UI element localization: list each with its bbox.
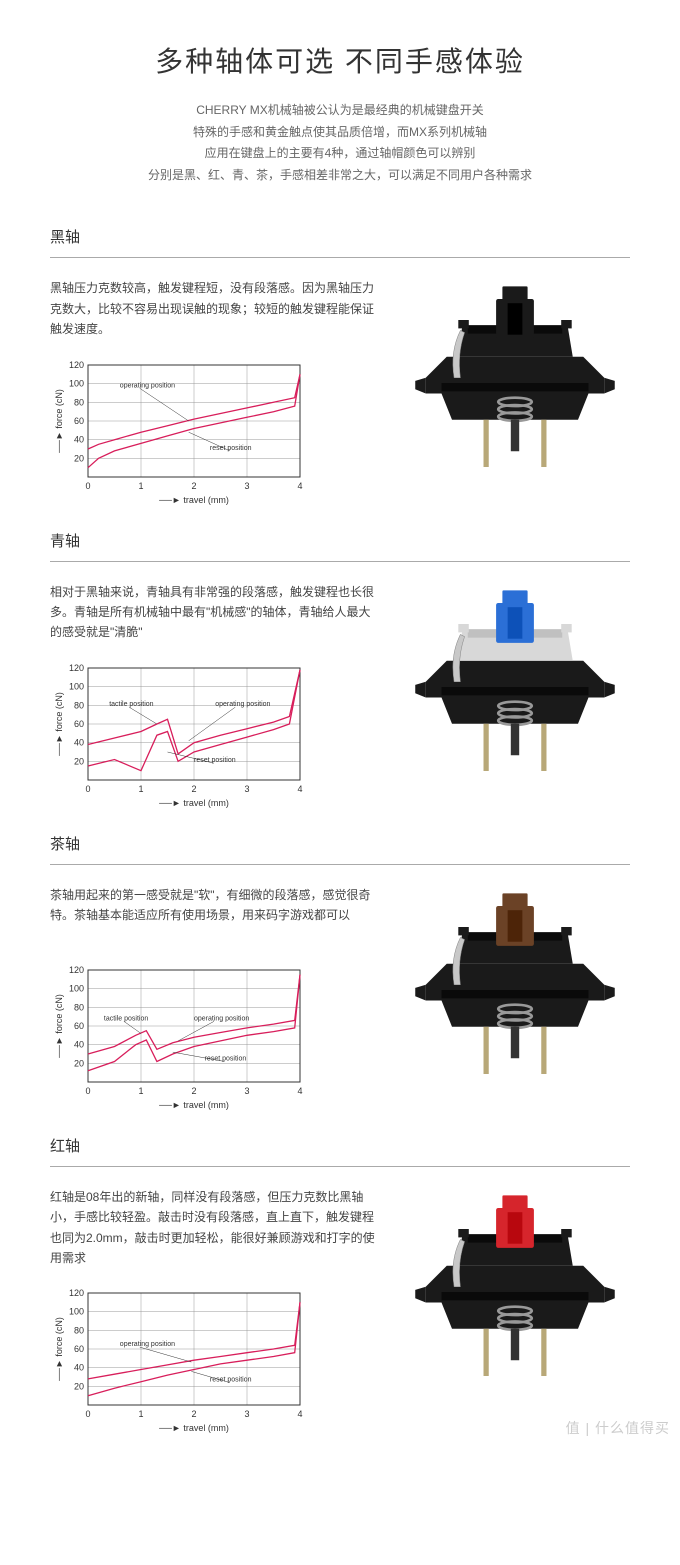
divider: [50, 864, 630, 865]
section-title: 茶轴: [50, 823, 630, 864]
svg-text:reset position: reset position: [210, 1377, 252, 1384]
svg-text:──► travel (mm): ──► travel (mm): [158, 495, 229, 505]
svg-text:──► force (cN): ──► force (cN): [54, 994, 64, 1059]
switch-section-blue: 青轴 相对于黑轴来说，青轴具有非常强的段落感，触发键程也长很多。青轴是所有机械轴…: [0, 520, 680, 823]
switch-description: 茶轴用起来的第一感受就是"软"，有细微的段落感，感觉很奇特。茶轴基本能适应所有使…: [50, 885, 380, 945]
svg-text:1: 1: [138, 784, 143, 794]
svg-text:60: 60: [74, 416, 84, 426]
svg-text:20: 20: [74, 453, 84, 463]
svg-text:4: 4: [297, 1409, 302, 1419]
svg-text:80: 80: [74, 1326, 84, 1336]
svg-text:2: 2: [191, 481, 196, 491]
svg-text:1: 1: [138, 481, 143, 491]
svg-text:100: 100: [69, 1307, 84, 1317]
svg-text:tactile position: tactile position: [104, 1015, 148, 1022]
svg-text:120: 120: [69, 663, 84, 673]
svg-text:2: 2: [191, 1086, 196, 1096]
intro-text: CHERRY MX机械轴被公认为是最经典的机械键盘开关特殊的手感和黄金触点使其品…: [0, 100, 680, 216]
svg-text:80: 80: [74, 397, 84, 407]
svg-text:20: 20: [74, 1382, 84, 1392]
switch-description: 黑轴压力克数较高，触发键程短，没有段落感。因为黑轴压力克数大，比较不容易出现误触…: [50, 278, 380, 339]
force-chart: 0 1 2 3 4 20 40 60 80 100 120 ──► travel (mm) ──► fo…: [50, 658, 310, 813]
svg-text:──► travel (mm): ──► travel (mm): [158, 1100, 229, 1110]
svg-text:1: 1: [138, 1086, 143, 1096]
svg-text:80: 80: [74, 1002, 84, 1012]
svg-text:reset position: reset position: [210, 444, 252, 451]
svg-text:──► force (cN): ──► force (cN): [54, 692, 64, 757]
svg-text:20: 20: [74, 1058, 84, 1068]
svg-text:60: 60: [74, 1021, 84, 1031]
svg-text:4: 4: [297, 784, 302, 794]
section-title: 红轴: [50, 1125, 630, 1166]
divider: [50, 1166, 630, 1167]
svg-text:0: 0: [85, 784, 90, 794]
svg-text:120: 120: [69, 965, 84, 975]
main-title: 多种轴体可选 不同手感体验: [40, 40, 640, 80]
svg-text:operating position: operating position: [120, 382, 175, 389]
switch-description: 相对于黑轴来说，青轴具有非常强的段落感，触发键程也长很多。青轴是所有机械轴中最有…: [50, 582, 380, 643]
divider: [50, 561, 630, 562]
svg-text:reset position: reset position: [194, 757, 236, 764]
svg-text:100: 100: [69, 378, 84, 388]
svg-text:4: 4: [297, 481, 302, 491]
svg-text:3: 3: [244, 1409, 249, 1419]
svg-text:2: 2: [191, 1409, 196, 1419]
svg-text:60: 60: [74, 1344, 84, 1354]
switch-description: 红轴是08年出的新轴，同样没有段落感，但压力克数比黑轴小，手感比较轻盈。敲击时没…: [50, 1187, 380, 1269]
svg-text:100: 100: [69, 681, 84, 691]
force-chart: 0 1 2 3 4 20 40 60 80 100 120 ──► travel (mm) ──► fo…: [50, 960, 310, 1115]
svg-text:operating position: operating position: [194, 1015, 249, 1022]
svg-text:40: 40: [74, 434, 84, 444]
svg-text:reset position: reset position: [205, 1055, 247, 1062]
svg-text:3: 3: [244, 784, 249, 794]
svg-text:──► force (cN): ──► force (cN): [54, 1317, 64, 1382]
force-chart: 0 1 2 3 4 20 40 60 80 100 120 ──► travel (mm) ──► fo…: [50, 1283, 310, 1438]
svg-text:tactile position: tactile position: [109, 701, 153, 708]
watermark: 值 | 什么值得买: [566, 1418, 670, 1438]
svg-text:40: 40: [74, 1363, 84, 1373]
divider: [50, 257, 630, 258]
switch-illustration: [400, 278, 630, 488]
svg-text:2: 2: [191, 784, 196, 794]
svg-text:1: 1: [138, 1409, 143, 1419]
svg-text:20: 20: [74, 756, 84, 766]
switch-illustration: [400, 582, 630, 792]
svg-text:40: 40: [74, 1039, 84, 1049]
svg-text:120: 120: [69, 360, 84, 370]
svg-text:120: 120: [69, 1288, 84, 1298]
section-title: 青轴: [50, 520, 630, 561]
svg-text:100: 100: [69, 983, 84, 993]
svg-text:80: 80: [74, 700, 84, 710]
svg-text:0: 0: [85, 481, 90, 491]
switch-section-red: 红轴 红轴是08年出的新轴，同样没有段落感，但压力克数比黑轴小，手感比较轻盈。敲…: [0, 1125, 680, 1449]
svg-text:──► travel (mm): ──► travel (mm): [158, 1423, 229, 1433]
svg-text:──► force (cN): ──► force (cN): [54, 389, 64, 454]
svg-text:4: 4: [297, 1086, 302, 1096]
svg-text:40: 40: [74, 737, 84, 747]
svg-text:0: 0: [85, 1086, 90, 1096]
svg-text:3: 3: [244, 481, 249, 491]
svg-text:operating position: operating position: [120, 1341, 175, 1348]
force-chart: 0 1 2 3 4 20 40 60 80 100 120 ──► travel (mm) ──► fo…: [50, 355, 310, 510]
svg-text:operating position: operating position: [215, 701, 270, 708]
svg-text:──► travel (mm): ──► travel (mm): [158, 798, 229, 808]
switch-section-brown: 茶轴 茶轴用起来的第一感受就是"软"，有细微的段落感，感觉很奇特。茶轴基本能适应…: [0, 823, 680, 1125]
section-title: 黑轴: [50, 216, 630, 257]
switch-section-black: 黑轴 黑轴压力克数较高，触发键程短，没有段落感。因为黑轴压力克数大，比较不容易出…: [0, 216, 680, 519]
svg-text:3: 3: [244, 1086, 249, 1096]
switch-illustration: [400, 1187, 630, 1397]
svg-text:0: 0: [85, 1409, 90, 1419]
switch-illustration: [400, 885, 630, 1095]
svg-text:60: 60: [74, 719, 84, 729]
